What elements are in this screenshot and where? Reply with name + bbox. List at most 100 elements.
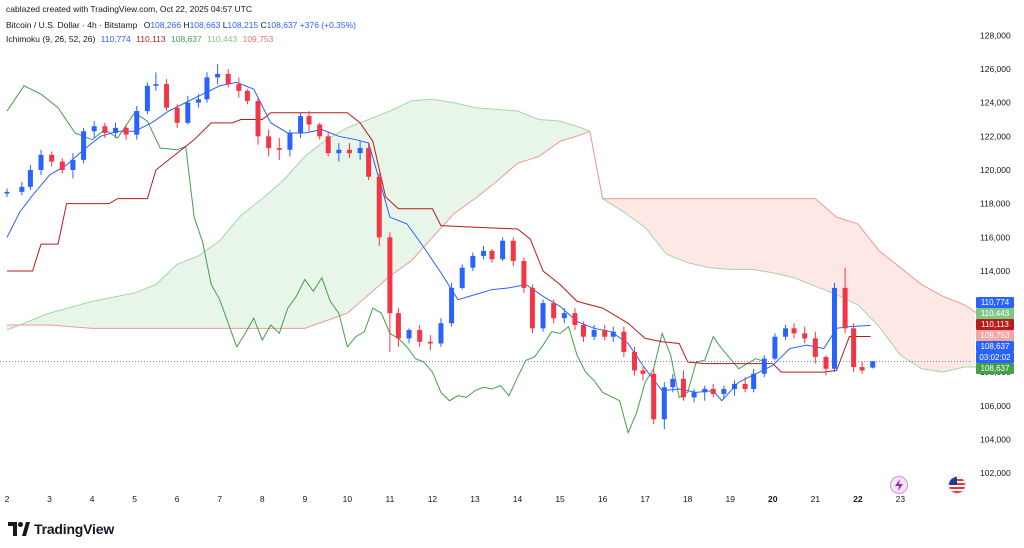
open-value: 108,266 xyxy=(150,20,182,30)
leading-span-a xyxy=(6,98,977,373)
time-tick-label: 17 xyxy=(640,494,650,504)
candle xyxy=(185,95,191,125)
candle xyxy=(266,129,272,157)
base-line xyxy=(7,112,871,373)
candle xyxy=(70,153,76,179)
time-tick-label: 23 xyxy=(896,494,906,504)
candle xyxy=(19,181,25,196)
time-tick-label: 20 xyxy=(768,494,778,504)
candle xyxy=(751,368,757,393)
candle xyxy=(306,111,312,132)
ichimoku-lines xyxy=(6,81,978,435)
ichimoku-lagging-value: 108,637 xyxy=(171,34,202,44)
candle xyxy=(732,380,737,396)
candle xyxy=(244,89,250,105)
indicator-line: Ichimoku (9, 26, 52, 26) 110,774 110,113… xyxy=(6,34,273,44)
time-tick-label: 10 xyxy=(343,494,353,504)
candle xyxy=(91,121,97,138)
price-badge: 110,443 xyxy=(976,308,1014,319)
candle xyxy=(500,237,506,261)
candle xyxy=(529,284,535,334)
ichimoku-span-b-value: 109,753 xyxy=(242,34,274,44)
candle xyxy=(38,149,44,176)
candle xyxy=(102,122,108,138)
price-badge: 109,753 xyxy=(976,330,1014,341)
candle xyxy=(298,112,304,138)
time-tick-label: 6 xyxy=(175,494,180,504)
candle xyxy=(651,368,657,425)
candle xyxy=(561,308,567,324)
candle xyxy=(4,188,10,197)
price-tick-label: 102,000 xyxy=(980,468,1011,478)
time-tick-label: 13 xyxy=(470,494,480,504)
candle xyxy=(427,335,433,351)
candle xyxy=(480,245,486,260)
time-tick-label: 9 xyxy=(302,494,307,504)
conversion-line xyxy=(6,81,871,402)
candle xyxy=(540,299,546,332)
price-tick-label: 104,000 xyxy=(980,434,1011,444)
indicator-title[interactable]: Ichimoku (9, 26, 52, 26) xyxy=(6,34,96,44)
candle xyxy=(387,232,393,352)
time-tick-label: 7 xyxy=(217,494,222,504)
candle xyxy=(336,143,342,162)
lightning-icon[interactable] xyxy=(890,476,908,494)
leading-span-b xyxy=(7,130,978,329)
candle xyxy=(702,385,708,401)
price-tick-label: 126,000 xyxy=(980,64,1011,74)
candle xyxy=(521,257,527,293)
candle xyxy=(772,333,778,361)
cloud-bullish xyxy=(19,99,605,329)
price-badge: 108,637 xyxy=(976,363,1014,374)
candle xyxy=(225,68,231,88)
candle xyxy=(123,124,129,140)
price-axis[interactable]: 102,000104,000106,000108,000110,000112,0… xyxy=(980,30,1011,478)
change-value: +376 (+0.35%) xyxy=(299,20,357,30)
ichimoku-cloud xyxy=(7,99,975,373)
price-tick-label: 114,000 xyxy=(980,266,1010,276)
candle xyxy=(812,331,818,364)
price-badge: 108,637 xyxy=(976,341,1014,352)
candle xyxy=(602,324,608,341)
time-tick-label: 14 xyxy=(513,494,523,504)
candle xyxy=(859,362,865,374)
candle xyxy=(851,323,857,373)
time-tick-label: 19 xyxy=(726,494,736,504)
price-tick-label: 128,000 xyxy=(980,30,1011,40)
candle xyxy=(395,308,401,347)
candle xyxy=(204,72,210,103)
time-tick-label: 22 xyxy=(853,494,863,504)
candle xyxy=(357,141,363,160)
price-tick-label: 106,000 xyxy=(980,401,1011,411)
price-badge: 03:02:02 xyxy=(976,352,1014,363)
candle xyxy=(195,94,201,108)
close-value: 108,637 xyxy=(266,20,298,30)
candle xyxy=(621,326,627,357)
ichimoku-span-a-value: 110,443 xyxy=(207,34,238,44)
candle xyxy=(551,299,557,324)
candle xyxy=(610,326,616,342)
time-axis[interactable]: 2 3 4 5 6 7 8 9 10 11 12 13 14 15 16 17 18 19 20 21 22 23 xyxy=(5,494,906,504)
candle xyxy=(438,318,444,347)
price-tick-label: 124,000 xyxy=(980,98,1011,108)
candle xyxy=(376,173,382,246)
candle xyxy=(134,106,140,140)
candle xyxy=(366,143,372,181)
tradingview-logo: TradingView xyxy=(8,520,114,538)
candle xyxy=(791,323,797,339)
candle xyxy=(572,308,578,330)
us-flag-icon[interactable] xyxy=(948,476,966,494)
candle xyxy=(144,82,150,115)
price-badge: 110,113 xyxy=(976,319,1014,330)
candle xyxy=(236,77,242,98)
candle xyxy=(710,383,716,398)
symbol-title[interactable]: Bitcoin / U.S. Dollar · 4h · Bitstamp xyxy=(6,20,138,30)
time-tick-label: 11 xyxy=(385,494,394,504)
lagging-span xyxy=(6,85,765,435)
candle xyxy=(661,382,667,430)
candle xyxy=(255,97,261,145)
candle xyxy=(489,249,495,263)
candle xyxy=(580,321,586,342)
candle xyxy=(470,252,476,272)
